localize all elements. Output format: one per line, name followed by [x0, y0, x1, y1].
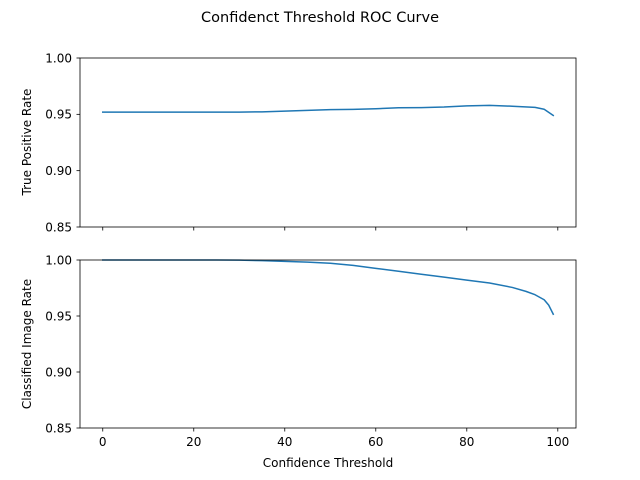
bottom-subplot: Classified Image Rate 1.00 0.95 0.90 0.85 0 2… [20, 253, 577, 449]
top-subplot: True Positive Rate 1.00 0.95 0.90 0.85 [20, 51, 577, 234]
bottom-y-tick-label: 0.95 [45, 309, 72, 323]
chart-title: Confidenct Threshold ROC Curve [201, 10, 439, 26]
top-series-line-0 [102, 104, 555, 117]
bottom-series-line-0 [102, 259, 555, 316]
bottom-y-axis-label: Classified Image Rate [20, 279, 34, 409]
top-y-tick-label: 0.95 [45, 108, 72, 122]
bottom-y-tick-label: 0.90 [45, 365, 72, 379]
x-tick-label: 80 [459, 435, 474, 449]
top-plot-frame [79, 57, 577, 228]
bottom-plot-frame [79, 259, 577, 429]
x-axis-label: Confidence Threshold [263, 456, 393, 470]
top-y-tick-label: 1.00 [45, 51, 72, 65]
bottom-y-tick-label: 0.85 [45, 421, 72, 435]
x-tick-label: 40 [277, 435, 292, 449]
x-tick-label: 100 [546, 435, 569, 449]
top-y-axis-label: True Positive Rate [20, 89, 34, 197]
x-tick-label: 20 [186, 435, 201, 449]
bottom-y-tick-label: 1.00 [45, 253, 72, 267]
x-tick-label: 0 [99, 435, 107, 449]
x-tick-label: 60 [368, 435, 383, 449]
top-y-tick-label: 0.90 [45, 164, 72, 178]
top-y-tick-label: 0.85 [45, 220, 72, 234]
